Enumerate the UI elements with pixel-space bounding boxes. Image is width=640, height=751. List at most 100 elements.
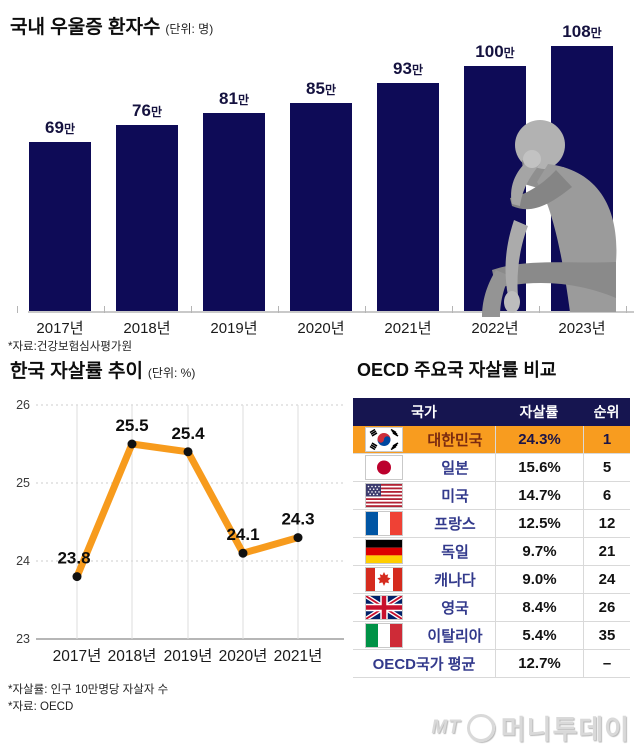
oecd-table-header-country: 국가 bbox=[411, 404, 437, 420]
line-chart-unit-label: (단위: %) bbox=[147, 366, 196, 380]
rank-value: 12 bbox=[583, 510, 630, 537]
bar-rect bbox=[116, 125, 178, 311]
table-row-south-korea: 대한민국 24.3% 1 bbox=[353, 426, 630, 453]
table-row-uk: 영국 8.4% 26 bbox=[353, 593, 630, 621]
bar-value-label: 108만 bbox=[562, 22, 602, 41]
bar-chart-title: 국내 우울증 환자수 (단위: 명) bbox=[10, 12, 213, 39]
bar-axis-tick bbox=[451, 306, 453, 313]
flag-south-korea-icon bbox=[353, 427, 415, 452]
bar-value-label: 69만 bbox=[45, 118, 75, 137]
line-point-value-label: 23.8 bbox=[57, 549, 90, 568]
oecd-table-title-text: OECD 주요국 자살률 비교 bbox=[357, 360, 557, 380]
bar-2019년: 81만 bbox=[203, 89, 265, 311]
line-chart-x-label: 2017년 bbox=[53, 647, 102, 665]
bar-axis-tick bbox=[277, 306, 279, 313]
bar-2017년: 69만 bbox=[29, 118, 91, 311]
country-name: 캐나다 bbox=[434, 572, 476, 589]
bar-value-label: 76만 bbox=[132, 101, 162, 120]
bar-chart-baseline bbox=[28, 311, 634, 313]
suicide-rate-value: 12.5% bbox=[495, 510, 583, 537]
suicide-rate-value: 9.7% bbox=[495, 538, 583, 565]
line-point-2017년 bbox=[72, 572, 82, 582]
bar-chart-title-text: 국내 우울증 환자수 bbox=[10, 17, 161, 38]
bar-axis-tick bbox=[364, 306, 366, 313]
flag-france-icon bbox=[353, 511, 415, 536]
line-point-value-label: 24.1 bbox=[226, 525, 259, 544]
line-chart-svg: 26 25 24 23 23.8 2017년 25.5 2018년 25.4 2019년 24.1 2… bbox=[16, 398, 344, 665]
rank-value: – bbox=[583, 650, 630, 677]
flag-canada-icon bbox=[353, 567, 415, 592]
bar-x-label: 2019년 bbox=[210, 320, 258, 337]
bar-chart-source: *자료:건강보험심사평가원 bbox=[8, 341, 133, 353]
bar-axis-tick bbox=[190, 306, 192, 313]
line-chart-title-text: 한국 자살률 추이 bbox=[10, 361, 143, 382]
suicide-rate-value: 8.4% bbox=[495, 594, 583, 621]
suicide-rate-value: 14.7% bbox=[495, 482, 583, 509]
line-chart-x-label: 2021년 bbox=[274, 647, 323, 665]
bar-axis-tick bbox=[16, 306, 18, 313]
line-point-2020년 bbox=[238, 548, 248, 558]
bar-rect bbox=[377, 83, 439, 311]
suicide-rate-value: 24.3% bbox=[495, 426, 583, 453]
bar-chart-x-axis: 2017년 2018년 2019년 2020년 2021년 2022년 2023년 bbox=[29, 317, 613, 338]
bar-x-label: 2021년 bbox=[384, 320, 432, 337]
bar-x-label: 2023년 bbox=[558, 320, 606, 337]
bar-x-label: 2022년 bbox=[471, 320, 519, 337]
line-chart-x-label: 2020년 bbox=[219, 647, 268, 665]
table-row-oecd-average: OECD국가 평균 12.7% – bbox=[353, 649, 630, 677]
bar-rect bbox=[290, 103, 352, 311]
line-point-value-label: 25.5 bbox=[115, 416, 148, 435]
bar-x-label: 2017년 bbox=[36, 320, 84, 337]
rank-value: 26 bbox=[583, 594, 630, 621]
line-chart-ytick-25: 25 bbox=[16, 476, 30, 490]
line-chart-ytick-23: 23 bbox=[16, 632, 30, 646]
line-chart-title: 한국 자살률 추이 (단위: %) bbox=[10, 356, 195, 383]
bar-value-label: 100만 bbox=[475, 42, 515, 61]
bar-2021년: 93만 bbox=[377, 59, 439, 311]
table-row-canada: 캐나다 9.0% 24 bbox=[353, 565, 630, 593]
bar-2020년: 85만 bbox=[290, 79, 352, 311]
country-name: OECD국가 평균 bbox=[372, 656, 476, 673]
bar-2018년: 76만 bbox=[116, 101, 178, 311]
rank-value: 35 bbox=[583, 622, 630, 649]
country-name: 일본 bbox=[441, 460, 469, 477]
line-point-value-label: 25.4 bbox=[171, 424, 205, 443]
moneytoday-logo: MT 머니투데이 bbox=[431, 708, 630, 747]
line-chart-x-label: 2019년 bbox=[164, 647, 213, 665]
bar-x-label: 2020년 bbox=[297, 320, 345, 337]
country-name: 이탈리아 bbox=[427, 628, 483, 645]
country-name: 독일 bbox=[441, 544, 469, 561]
moneytoday-logo-name: 머니투데이 bbox=[500, 715, 630, 745]
country-name: 대한민국 bbox=[427, 432, 483, 449]
oecd-table-title: OECD 주요국 자살률 비교 bbox=[357, 356, 557, 382]
moneytoday-logo-ring-icon bbox=[466, 713, 495, 742]
bar-axis-tick bbox=[538, 306, 540, 313]
depressed-person-illustration bbox=[482, 120, 617, 317]
suicide-rate-value: 9.0% bbox=[495, 566, 583, 593]
line-chart-x-label: 2018년 bbox=[108, 647, 157, 665]
rank-value: 1 bbox=[583, 426, 630, 453]
flag-germany-icon bbox=[353, 539, 415, 564]
flag-japan-icon bbox=[353, 455, 415, 480]
flag-uk-icon bbox=[353, 595, 415, 620]
line-chart-ytick-24: 24 bbox=[16, 554, 30, 568]
rank-value: 24 bbox=[583, 566, 630, 593]
depression-bar-chart: 국내 우울증 환자수 (단위: 명) 69만 76만 81만 85만 93만 100만 108… bbox=[0, 0, 640, 356]
line-point-2018년 bbox=[127, 439, 137, 449]
bar-value-label: 85만 bbox=[306, 79, 336, 98]
line-chart-footnote-2: *자료: OECD bbox=[8, 701, 74, 713]
line-chart-ytick-26: 26 bbox=[16, 398, 30, 412]
flag-usa-icon bbox=[353, 483, 415, 508]
bar-axis-tick bbox=[625, 306, 627, 313]
suicide-rate-line-chart: 26 25 24 23 23.8 2017년 25.5 2018년 25.4 2019년 24.1 2… bbox=[0, 390, 348, 682]
bar-x-label: 2018년 bbox=[123, 320, 171, 337]
table-row-germany: 독일 9.7% 21 bbox=[353, 537, 630, 565]
table-row-france: 프랑스 12.5% 12 bbox=[353, 509, 630, 537]
line-point-2021년 bbox=[293, 533, 303, 543]
oecd-comparison-table: 국가 자살률 순위 대한민국 24.3% 1 일본 15.6% 5 미국 14.7% 6 프랑스 1… bbox=[353, 398, 630, 678]
line-chart-footnote-1: *자살률: 인구 10만명당 자살자 수 bbox=[8, 684, 169, 696]
bar-rect bbox=[29, 142, 91, 311]
oecd-table-header-rate: 자살률 bbox=[519, 404, 559, 420]
bar-value-label: 93만 bbox=[393, 59, 423, 78]
